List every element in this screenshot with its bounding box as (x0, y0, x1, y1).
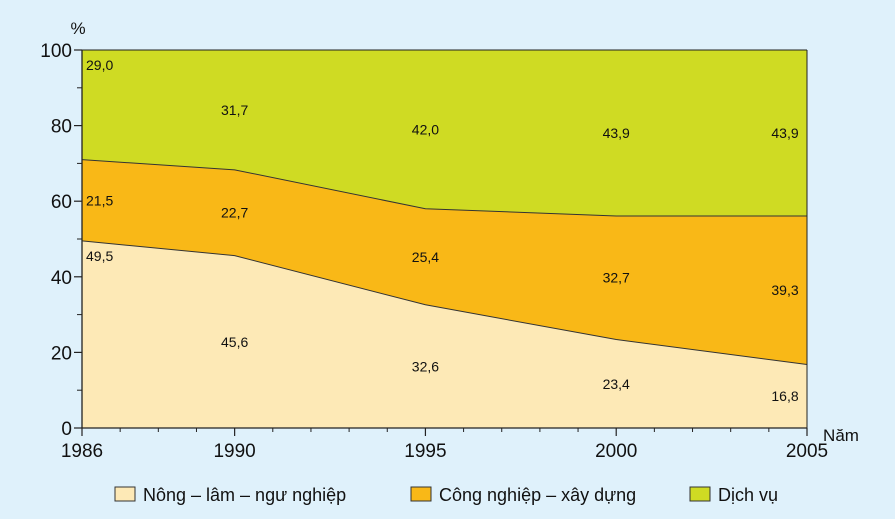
y-tick-label: 20 (51, 343, 72, 364)
legend-swatch (114, 486, 136, 502)
legend-label: Dịch vụ (718, 485, 778, 505)
data-label-value: 21,5 (86, 192, 113, 208)
data-label-value: 22,7 (221, 205, 248, 221)
area-series-2 (82, 159, 807, 365)
data-label-value: 25,4 (412, 249, 439, 265)
data-labels: 49,5 45,6 32,6 23,4 16,8 21,5 22,7 25,4 32,7 39,3… (86, 57, 799, 404)
data-label-value: 43,9 (771, 125, 798, 141)
x-tick-label: 2005 (786, 441, 828, 462)
legend-label: Công nghiệp – xây dựng (439, 485, 636, 505)
y-tick-label: 100 (40, 41, 72, 62)
data-label-value: 45,6 (221, 334, 248, 350)
x-tick-label: 1995 (404, 441, 446, 462)
data-label-value: 31,7 (221, 102, 248, 118)
legend-swatch (410, 486, 432, 502)
data-label-value: 49,5 (86, 248, 113, 264)
boundary-line-1 (81, 240, 808, 365)
y-tick-label: 40 (51, 268, 72, 289)
area-series-3 (82, 50, 807, 216)
y-tick-label: 0 (61, 419, 72, 440)
data-label-value: 39,3 (771, 282, 798, 298)
data-label-value: 32,6 (412, 358, 439, 374)
x-tick-label: 2000 (595, 441, 637, 462)
data-label-value: 32,7 (603, 270, 630, 286)
y-tick-label: 80 (51, 117, 72, 138)
y-tick-label: 60 (51, 192, 72, 213)
data-label-value: 42,0 (412, 121, 439, 137)
data-label-value: 29,0 (86, 57, 113, 73)
y-unit-label: % (70, 19, 85, 38)
boundary-line-2 (81, 159, 807, 217)
plot-area (81, 50, 808, 428)
x-tick-label: 1990 (213, 441, 255, 462)
data-label-value: 23,4 (603, 376, 630, 392)
x-unit-label: Năm (823, 426, 859, 445)
legend-label: Nông – lâm – ngư nghiệp (143, 485, 346, 505)
x-tick-label: 1986 (61, 441, 103, 462)
data-label-value: 43,9 (603, 125, 630, 141)
legend: Nông – lâm – ngư nghiệp Công nghiệp – xây… (114, 485, 778, 505)
area-series-1 (82, 240, 807, 428)
data-label-value: 16,8 (771, 388, 798, 404)
legend-swatch (689, 486, 711, 502)
